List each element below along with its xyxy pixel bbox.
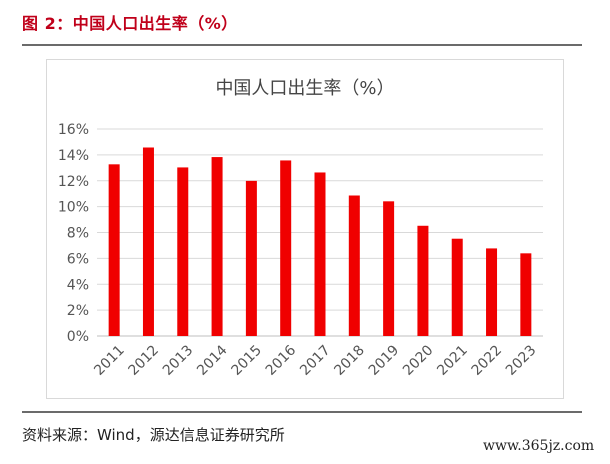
x-tick-label: 2020 [400,342,437,379]
chart-title: 中国人口出生率（%） [215,78,394,99]
bar-2015 [245,180,257,336]
x-tick-label: 2013 [160,342,197,379]
x-tick-label: 2011 [91,342,128,379]
x-tick-label: 2017 [297,342,334,379]
y-tick-label: 2% [67,303,89,319]
bar-2021 [451,238,463,336]
bar-chart: 中国人口出生率（%） 0%2%4%6%8%10%12%14%16% 201120… [58,78,543,379]
bar-2011 [108,164,120,336]
bar-2017 [314,172,326,336]
x-tick-label: 2023 [503,342,540,379]
x-tick-label: 2016 [263,342,300,379]
bar-2018 [348,195,360,336]
y-tick-label: 8% [67,226,89,242]
bar-2012 [142,147,154,336]
y-tick-label: 0% [67,329,89,345]
y-tick-label: 12% [58,174,89,190]
x-tick-label: 2015 [228,342,265,379]
x-tick-label: 2012 [126,342,163,379]
bar-2019 [383,201,395,336]
bars [108,147,532,336]
x-tick-label: 2022 [469,342,506,379]
bar-2023 [520,253,532,336]
chart-container: 中国人口出生率（%） 0% 2% 4% 6% 8% 10% 12% 14% 16% 2011 20… [46,59,564,399]
bar-2016 [280,160,292,336]
y-axis-ticks: 0% 2% 4% 6% 8% 10% 12% 14% 16% [58,122,89,345]
y-tick-label: 14% [58,148,89,164]
y-tick-label: 6% [67,251,89,267]
y-tick-label: 4% [67,277,89,293]
source-note: 资料来源：Wind，源达信息证券研究所 [22,426,285,444]
y-tick-label: 10% [58,200,89,216]
bottom-divider [22,411,582,413]
figure-title: 图 2：中国人口出生率（%） [22,14,238,33]
bar-2022 [486,248,498,336]
x-tick-label: 2019 [366,342,403,379]
watermark: www.365jz.com [483,438,595,454]
x-axis-ticks: 2011201220132014201520162017201820192020… [91,342,539,379]
bar-2013 [177,167,189,336]
x-tick-label: 2018 [331,342,368,379]
y-tick-label: 16% [58,122,89,138]
top-divider [22,44,582,46]
bar-2014 [211,157,223,336]
x-tick-label: 2021 [434,342,471,379]
x-tick-label: 2014 [194,342,231,379]
bar-2020 [417,225,429,336]
